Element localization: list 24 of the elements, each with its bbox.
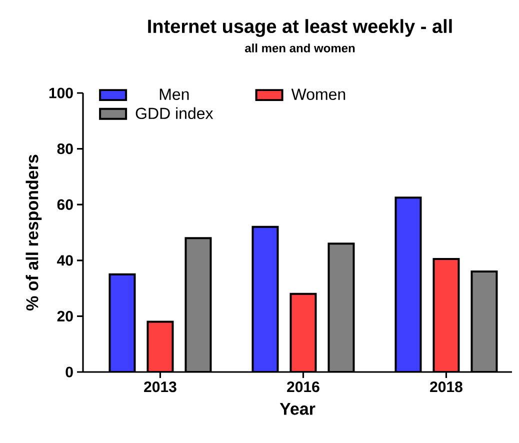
bar: [252, 226, 279, 372]
bar: [328, 242, 355, 372]
y-tick-label: 80: [57, 143, 73, 154]
y-tick-label: 0: [66, 366, 73, 378]
bar: [470, 270, 498, 372]
y-tick-label: 40: [57, 255, 73, 266]
bar: [432, 258, 460, 372]
legend-label: Women: [291, 88, 346, 100]
bar: [290, 292, 317, 372]
chart-subtitle: all men and women: [245, 44, 355, 52]
legend-label: Men: [160, 88, 189, 100]
bar: [184, 237, 212, 372]
y-axis-title: % of all responders: [26, 154, 42, 310]
x-tick-label: 2018: [430, 382, 462, 392]
y-tick-label: 20: [57, 310, 73, 322]
x-axis-title: Year: [280, 402, 316, 415]
legend-label: GDD index: [136, 107, 214, 120]
y-tick-label: 100: [49, 88, 73, 98]
bar: [108, 273, 136, 372]
x-tick-label: 2016: [287, 382, 320, 392]
bar: [394, 196, 422, 372]
y-tick-label: 60: [57, 199, 73, 210]
x-tick-label: 2013: [144, 382, 176, 392]
chart-title: Internet usage at least weekly - all: [148, 19, 452, 37]
